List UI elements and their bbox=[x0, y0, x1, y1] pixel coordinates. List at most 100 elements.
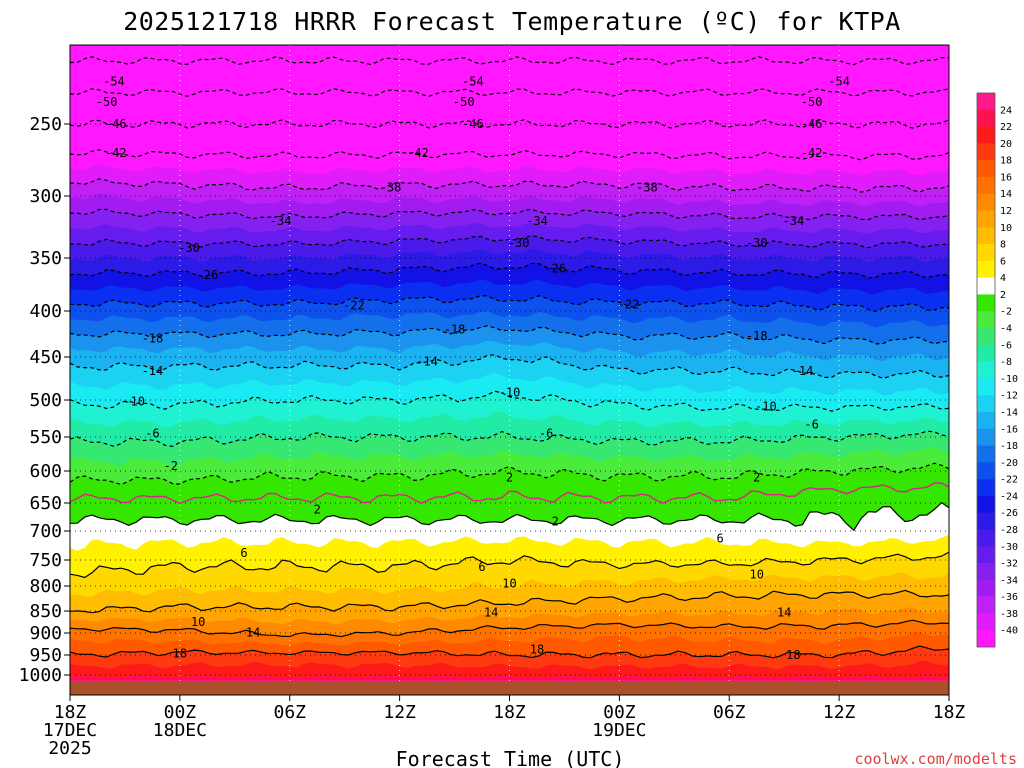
legend-color-cell bbox=[977, 143, 995, 161]
site-credit: coolwx.com/modelts bbox=[854, 750, 1017, 768]
contour-label: -14 bbox=[142, 364, 164, 378]
legend-color-cell bbox=[977, 596, 995, 614]
legend-label: -8 bbox=[1000, 357, 1012, 368]
legend-label: -6 bbox=[1000, 340, 1012, 351]
contour-label: 14 bbox=[484, 605, 498, 619]
time-tick-label: 12Z bbox=[823, 702, 856, 723]
legend-label: -22 bbox=[1000, 475, 1018, 486]
isotherm-line bbox=[70, 354, 949, 379]
isotherm-line bbox=[70, 149, 949, 161]
pressure-tick-label: 950 bbox=[29, 645, 62, 666]
time-tick-label: 00Z bbox=[603, 702, 636, 723]
pressure-tick-label: 350 bbox=[29, 248, 62, 269]
contour-label: -10 bbox=[123, 394, 145, 408]
legend-color-cell bbox=[977, 579, 995, 597]
contour-label: -50 bbox=[96, 95, 118, 109]
isotherm-line bbox=[70, 88, 949, 97]
time-tick-label: 00Z bbox=[164, 702, 197, 723]
legend-color-cell bbox=[977, 563, 995, 581]
legend-label: -36 bbox=[1000, 592, 1018, 603]
isotherm-line bbox=[70, 119, 949, 129]
time-tick-label: 06Z bbox=[713, 702, 746, 723]
contour-label: 18 bbox=[786, 648, 800, 662]
isotherm-line bbox=[70, 589, 949, 614]
isotherm-line bbox=[70, 390, 949, 412]
pressure-tick-label: 700 bbox=[29, 521, 62, 542]
contour-label: -6 bbox=[145, 426, 159, 440]
legend-color-cell bbox=[977, 294, 995, 312]
legend-color-cell bbox=[977, 462, 995, 480]
contour-label: -38 bbox=[636, 180, 658, 194]
legend-color-cell bbox=[977, 512, 995, 530]
legend-label: -4 bbox=[1000, 324, 1012, 335]
legend-label: -10 bbox=[1000, 374, 1018, 385]
contour-label: -46 bbox=[462, 117, 484, 131]
pressure-tick-label: 450 bbox=[29, 347, 62, 368]
contour-label: 6 bbox=[478, 560, 485, 574]
legend-label: -26 bbox=[1000, 508, 1018, 519]
contour-label: -50 bbox=[453, 95, 475, 109]
contour-label: -42 bbox=[801, 146, 823, 160]
pressure-tick-label: 900 bbox=[29, 623, 62, 644]
legend-color-cell bbox=[977, 160, 995, 178]
freezing-line bbox=[70, 482, 949, 505]
legend-color-cell bbox=[977, 613, 995, 631]
ground-surface bbox=[70, 681, 949, 695]
pressure-tick-label: 400 bbox=[29, 301, 62, 322]
legend-color-cell bbox=[977, 546, 995, 564]
contour-label: -46 bbox=[801, 117, 823, 131]
legend-label: 24 bbox=[1000, 105, 1012, 116]
time-tick-label: 2025 bbox=[48, 738, 91, 759]
contour-labels: -54 -54 -54 -50 -50 -50 -46 -46 -46 -42 -42 -42 -38 -… bbox=[96, 74, 850, 662]
isotherm-line bbox=[70, 501, 949, 532]
legend-label: -14 bbox=[1000, 407, 1018, 418]
legend-label: -40 bbox=[1000, 626, 1018, 637]
pressure-tick-label: 550 bbox=[29, 427, 62, 448]
contour-label: 14 bbox=[777, 605, 791, 619]
isotherm-line bbox=[70, 645, 949, 659]
contour-label: -22 bbox=[343, 299, 365, 313]
time-tick-label: 18Z bbox=[54, 702, 87, 723]
legend-color-cell bbox=[977, 445, 995, 463]
contour-label: -46 bbox=[105, 117, 127, 131]
contour-label: -26 bbox=[544, 262, 566, 276]
time-tick-label: 18Z bbox=[933, 702, 966, 723]
legend-color-cell bbox=[977, 395, 995, 413]
contour-label: 2 bbox=[506, 470, 513, 484]
pressure-tick-label: 850 bbox=[29, 601, 62, 622]
contour-label: -10 bbox=[499, 385, 521, 399]
contour-label: -30 bbox=[508, 236, 530, 250]
contour-label: -22 bbox=[618, 298, 640, 312]
pressure-tick-label: 1000 bbox=[19, 665, 62, 686]
time-tick-label: 12Z bbox=[383, 702, 416, 723]
contour-label: -6 bbox=[539, 426, 553, 440]
legend-label: -30 bbox=[1000, 542, 1018, 553]
legend-color-cell bbox=[977, 93, 995, 111]
temperature-contours bbox=[70, 56, 949, 659]
isotherm-line bbox=[70, 235, 949, 249]
legend-label: -20 bbox=[1000, 458, 1018, 469]
legend-label: -12 bbox=[1000, 391, 1018, 402]
legend-color-cell bbox=[977, 344, 995, 362]
time-tick-label: 17DEC bbox=[43, 720, 97, 741]
legend-label: 20 bbox=[1000, 139, 1012, 150]
contour-label: -54 bbox=[828, 74, 850, 88]
legend-label: 14 bbox=[1000, 189, 1012, 200]
isotherm-line bbox=[70, 178, 949, 193]
legend-color-cell bbox=[977, 193, 995, 211]
legend-label: 22 bbox=[1000, 122, 1012, 133]
contour-label: -6 bbox=[804, 417, 818, 431]
pressure-tick-label: 600 bbox=[29, 461, 62, 482]
contour-label: -18 bbox=[746, 329, 768, 343]
time-tick-label: 18DEC bbox=[153, 720, 207, 741]
isotherm-line bbox=[70, 551, 949, 579]
contour-label: -26 bbox=[197, 268, 219, 282]
legend-color-cell bbox=[977, 378, 995, 396]
isotherm-line bbox=[70, 56, 949, 66]
legend-color-cell bbox=[977, 244, 995, 262]
contour-label: -50 bbox=[801, 95, 823, 109]
contour-label: 6 bbox=[240, 546, 247, 560]
legend-color-cell bbox=[977, 277, 995, 295]
